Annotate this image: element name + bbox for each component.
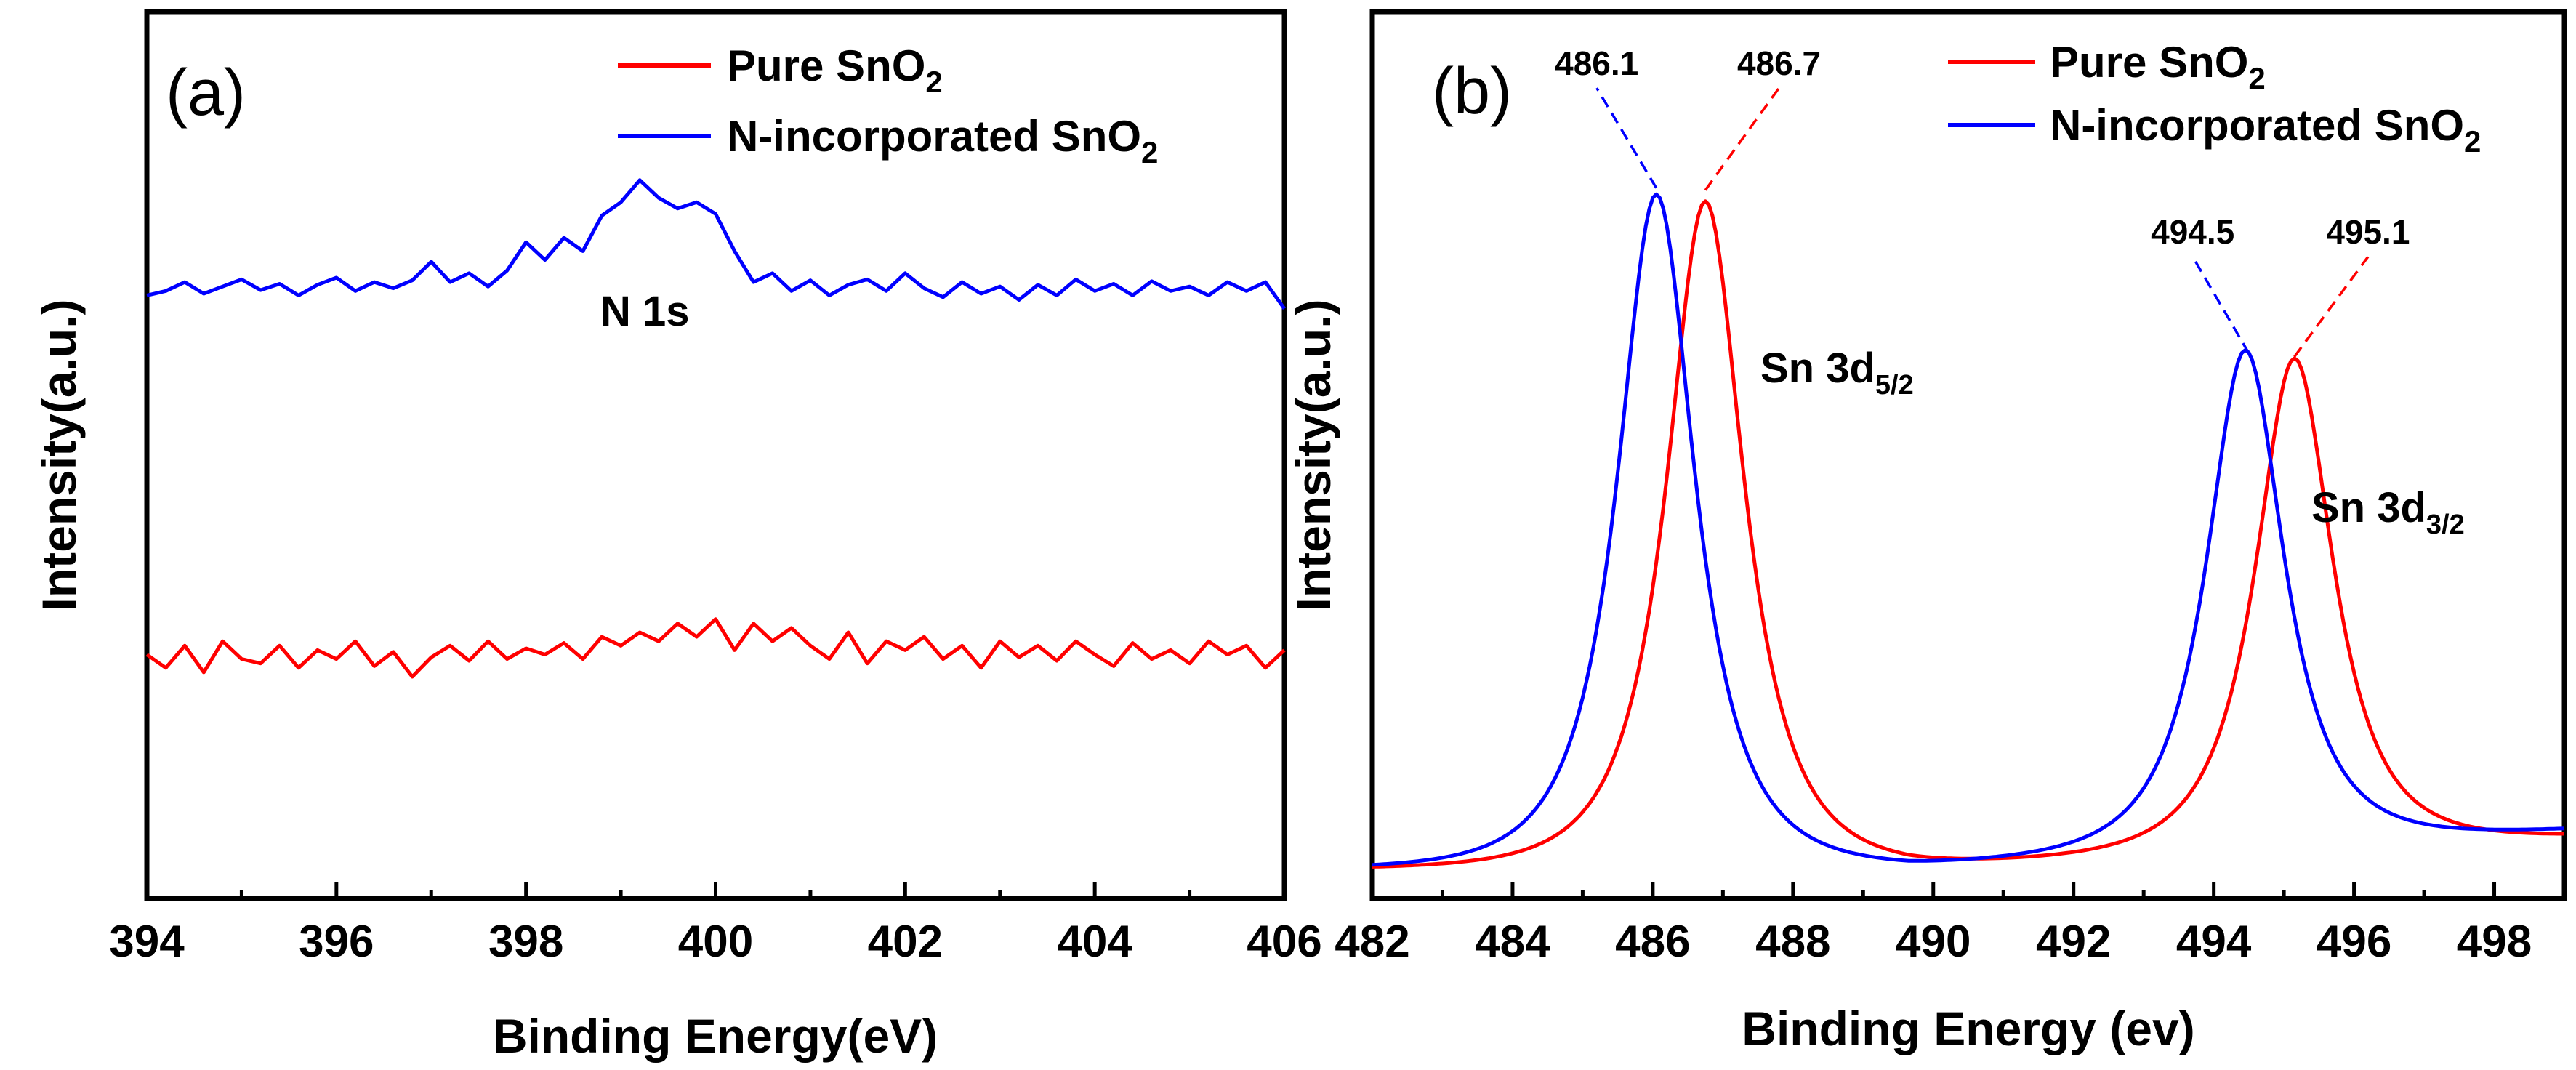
- panel-b-x-tick-label: 490: [1896, 917, 1971, 967]
- panel-b-peak-label: 486.7: [1737, 44, 1821, 82]
- panel-b-annotation-sn3d52: Sn 3d5/2: [1760, 345, 1914, 401]
- panel-b-series-n-incorporated-line: [1372, 192, 2565, 867]
- panel-b-annotation-sn3d32: Sn 3d3/2: [2311, 484, 2465, 540]
- panel-b-y-axis-title: Intensity(a.u.): [1287, 299, 1340, 611]
- panel-b-legend-label-n: N-incorporated SnO2: [2050, 101, 2481, 158]
- panel-b-legend-label-pure: Pure SnO2: [2050, 38, 2266, 95]
- panel-b-x-tick-label: 492: [2036, 917, 2111, 967]
- panel-a-x-tick-label: 396: [299, 917, 374, 967]
- panel-b-peak-guide: [1595, 87, 1658, 189]
- panel-b-peak-guide: [1704, 87, 1780, 191]
- panel-b-label: (b): [1432, 55, 1512, 128]
- panel-b-peak-label: 495.1: [2326, 213, 2410, 251]
- panel-a-x-axis-title: Binding Energy(eV): [493, 1009, 938, 1063]
- panel-a-series: [145, 178, 1287, 679]
- panel-b-x-ticks: 482 484 486 488 490 492 494 496 498: [1335, 882, 2532, 967]
- panel-a-x-ticks: 394 396 398 400 402 404 406: [109, 882, 1322, 967]
- panel-a-x-tick-label: 400: [678, 917, 753, 967]
- panel-b-peak-guide: [2293, 256, 2370, 358]
- panel-a-series-pure-line: [145, 617, 1286, 679]
- panel-b-peak-guides: [1595, 87, 2370, 358]
- panel-b-x-tick-label: 484: [1475, 917, 1550, 967]
- panel-b-series: [1372, 192, 2565, 869]
- panel-b: 482 484 486 488 490 492 494 496 498 (b) Pure SnO…: [1287, 9, 2567, 1055]
- panel-b-peak-guide: [2191, 256, 2250, 354]
- panel-b-peak-label: 494.5: [2151, 213, 2234, 251]
- panel-a-y-axis-title: Intensity(a.u.): [32, 299, 86, 611]
- panel-a-x-tick-label: 394: [109, 917, 185, 967]
- panel-a: 394 396 398 400 402 404 406 (a) Pure SnO2 N-in…: [32, 9, 1322, 1063]
- panel-b-plot-frame: [1369, 9, 2567, 901]
- panel-a-legend-label-n: N-incorporated SnO2: [727, 112, 1158, 169]
- panel-b-peak-labels: 486.1 486.7 494.5 495.1: [1555, 44, 2410, 251]
- panel-a-label: (a): [166, 57, 246, 129]
- panel-b-x-axis-title: Binding Energy (ev): [1742, 1002, 2194, 1055]
- panel-a-series-n-incorporated-line: [146, 178, 1287, 310]
- panel-b-peak-label: 486.1: [1555, 44, 1638, 82]
- panel-a-annotation-n1s: N 1s: [600, 288, 690, 335]
- panel-b-series-pure-line: [1372, 199, 2564, 869]
- panel-b-x-tick-label: 486: [1615, 917, 1690, 967]
- panel-a-x-tick-label: 406: [1247, 917, 1321, 967]
- panel-b-x-tick-label: 498: [2457, 917, 2532, 967]
- panel-b-x-tick-label: 482: [1335, 917, 1409, 967]
- panel-b-x-tick-label: 488: [1755, 917, 1830, 967]
- panel-a-legend-label-pure: Pure SnO2: [727, 41, 943, 99]
- panel-a-x-tick-label: 402: [868, 917, 943, 967]
- panel-a-x-tick-label: 398: [488, 917, 563, 967]
- panel-b-legend: Pure SnO2 N-incorporated SnO2: [1948, 38, 2481, 158]
- panel-a-x-tick-label: 404: [1057, 917, 1132, 967]
- panel-b-x-tick-label: 496: [2317, 917, 2391, 967]
- panel-b-x-tick-label: 494: [2176, 917, 2252, 967]
- panel-a-legend: Pure SnO2 N-incorporated SnO2: [618, 41, 1158, 169]
